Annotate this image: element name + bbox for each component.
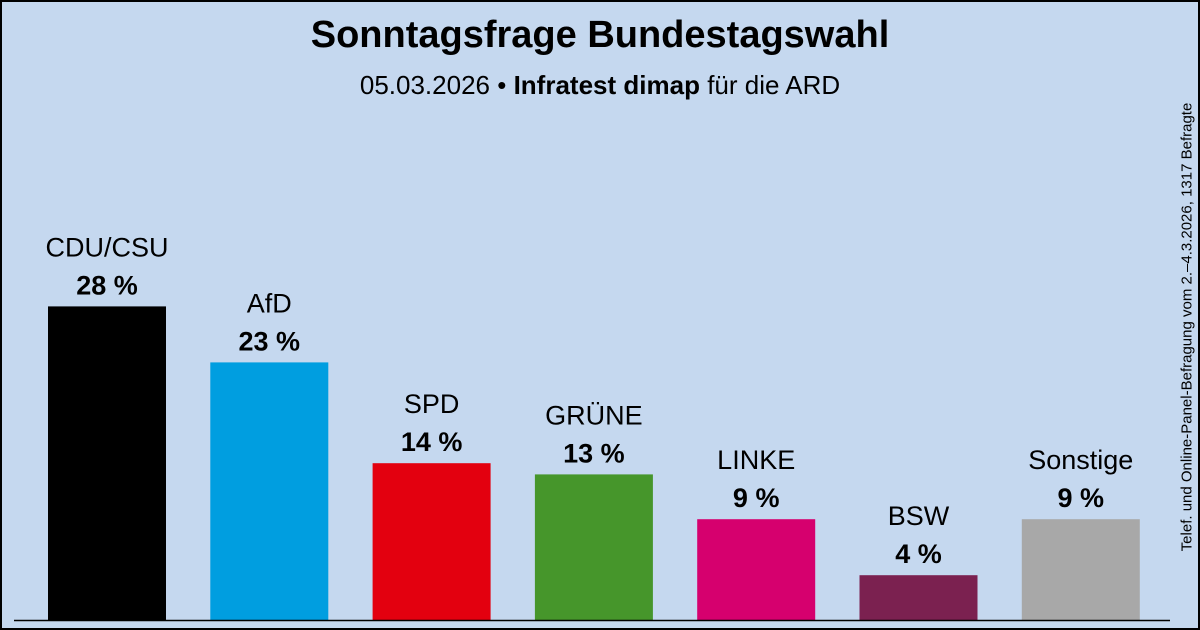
bar-value-label: 28 % (76, 270, 138, 300)
bar-spd (372, 463, 491, 620)
bar-category-label: BSW (888, 501, 950, 531)
bar-category-label: SPD (404, 389, 460, 419)
bar-value-label: 14 % (401, 427, 463, 457)
bar-category-label: Sonstige (1028, 445, 1133, 475)
bar-linke (697, 519, 816, 620)
bar-afd (210, 362, 329, 620)
chart-subtitle: 05.03.2026 • Infratest dimap für die ARD (0, 70, 1200, 101)
bar-bsw (859, 575, 978, 620)
bar-category-label: AfD (247, 288, 292, 318)
bar-value-label: 13 % (563, 438, 625, 468)
bullet-separator: • (497, 70, 507, 100)
bar-grüne (534, 474, 653, 620)
bar-cdu-csu (48, 306, 166, 620)
bar-category-label: CDU/CSU (45, 232, 168, 262)
institute-name: Infratest dimap (513, 70, 700, 100)
survey-footnote: Telef. und Online-Panel-Befragung vom 2.… (1178, 102, 1196, 552)
bar-value-label: 23 % (239, 326, 301, 356)
client-name: für die ARD (707, 70, 841, 100)
chart-title: Sonntagsfrage Bundestagswahl (310, 14, 890, 56)
bar-sonstige (1021, 519, 1140, 620)
bar-value-label: 9 % (733, 483, 780, 513)
bar-category-label: GRÜNE (545, 400, 643, 430)
bar-category-label: LINKE (717, 445, 795, 475)
bar-value-label: 9 % (1058, 483, 1105, 513)
bar-value-label: 4 % (895, 539, 942, 569)
poll-date: 05.03.2026 (359, 70, 490, 100)
